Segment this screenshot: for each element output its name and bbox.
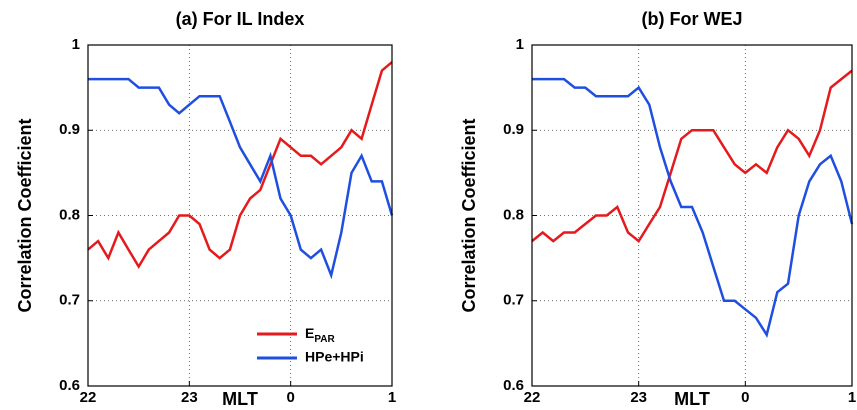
x-tick-label: 22 [80, 389, 97, 406]
legend-label: EPAR [305, 325, 335, 345]
x-axis-label: MLT [674, 389, 710, 409]
y-tick-label: 0.7 [503, 292, 524, 309]
x-tick-label: 1 [848, 389, 856, 406]
y-tick-label: 0.6 [59, 377, 80, 394]
y-tick-label: 0.8 [59, 206, 80, 223]
chart-title: (b) For WEJ [642, 9, 743, 29]
y-axis-label: Correlation Coefficient [15, 118, 35, 312]
x-tick-label: 1 [388, 389, 396, 406]
y-tick-label: 0.9 [59, 121, 80, 138]
data-line [532, 77, 854, 338]
data-line [531, 69, 853, 243]
y-axis-label: Correlation Coefficient [459, 118, 479, 312]
chart-title: (a) For IL Index [176, 9, 305, 29]
x-axis-label: MLT [222, 389, 258, 409]
x-tick-label: 22 [524, 389, 541, 406]
plot-frame [531, 44, 853, 387]
x-tick-label: 23 [181, 389, 198, 406]
y-tick-label: 0.6 [503, 377, 524, 394]
y-tick-label: 0.9 [503, 121, 524, 138]
data-line [88, 77, 394, 280]
y-tick-label: 1 [516, 36, 524, 53]
x-tick-label: 0 [286, 389, 294, 406]
data-line [87, 61, 393, 270]
plot-frame [87, 44, 393, 387]
x-tick-label: 0 [741, 389, 749, 406]
y-tick-label: 0.7 [59, 292, 80, 309]
y-tick-label: 0.8 [503, 206, 524, 223]
legend-label: HPe+HPi [305, 349, 364, 365]
y-tick-label: 1 [72, 36, 80, 53]
x-tick-label: 23 [630, 389, 647, 406]
